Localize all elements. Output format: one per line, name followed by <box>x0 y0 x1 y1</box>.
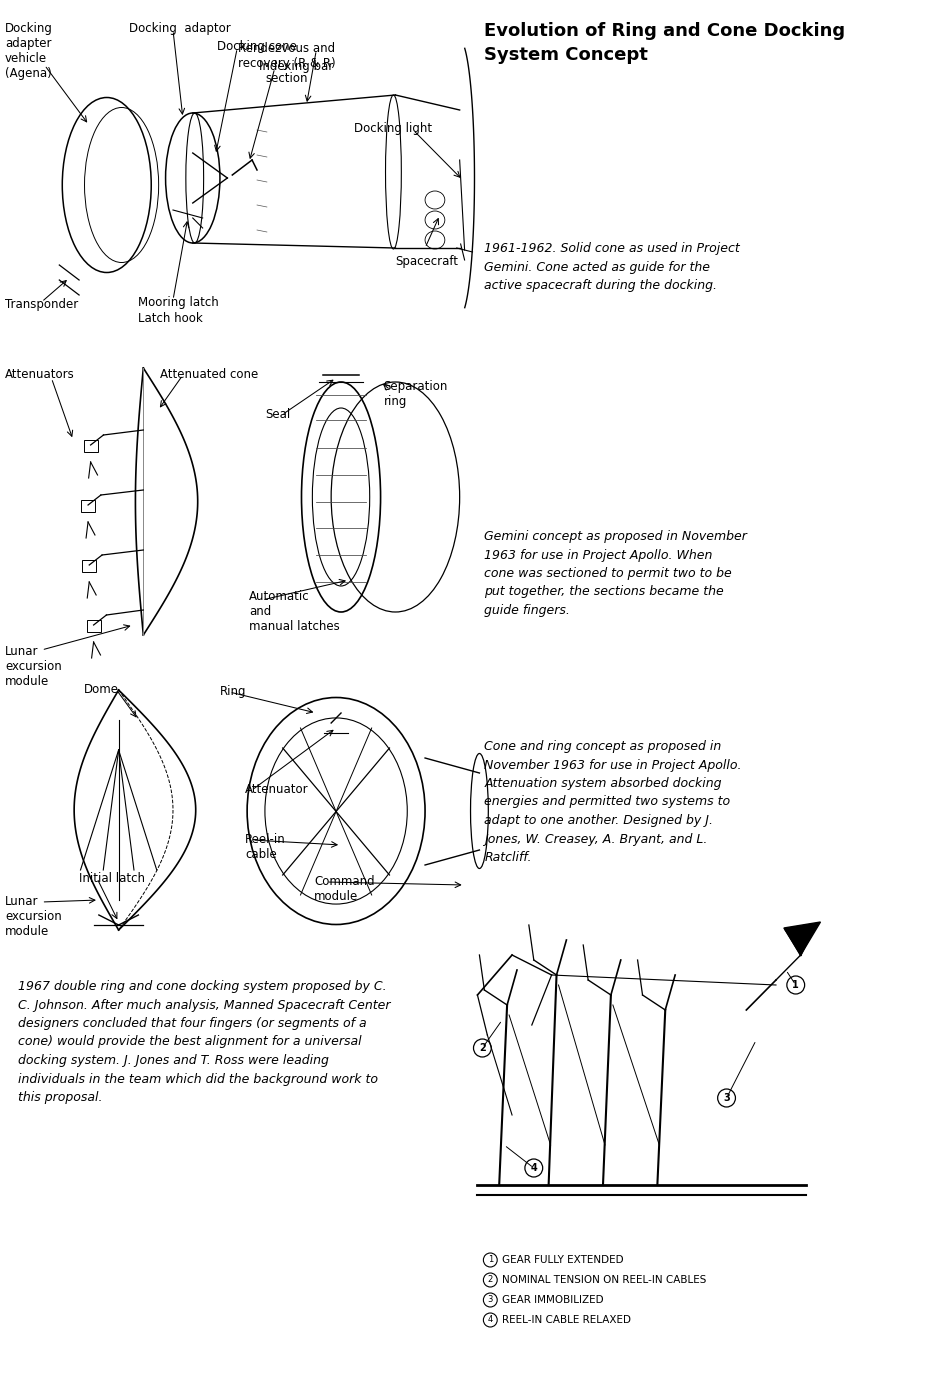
Text: Docking light: Docking light <box>354 122 432 136</box>
Text: Latch hook: Latch hook <box>138 312 203 324</box>
Text: Cone and ring concept as proposed in
November 1963 for use in Project Apollo.
At: Cone and ring concept as proposed in Nov… <box>484 740 742 864</box>
Text: Docking cone: Docking cone <box>218 41 298 53</box>
Text: Ring: Ring <box>219 685 246 698</box>
Bar <box>82 561 96 572</box>
Text: NOMINAL TENSION ON REEL-IN CABLES: NOMINAL TENSION ON REEL-IN CABLES <box>502 1275 706 1285</box>
Text: Rendezvous and
recovery (R & R)
section: Rendezvous and recovery (R & R) section <box>237 42 335 85</box>
Text: Spacecraft: Spacecraft <box>396 254 459 268</box>
Text: REEL-IN CABLE RELAXED: REEL-IN CABLE RELAXED <box>502 1316 631 1325</box>
Text: Automatic
and
manual latches: Automatic and manual latches <box>249 590 340 633</box>
Text: 4: 4 <box>530 1163 537 1173</box>
Text: Gemini concept as proposed in November
1963 for use in Project Apollo. When
cone: Gemini concept as proposed in November 1… <box>484 530 747 617</box>
Bar <box>87 619 101 632</box>
Text: Dome: Dome <box>84 684 119 696</box>
Text: Attenuator: Attenuator <box>245 783 309 795</box>
Text: Seal: Seal <box>265 408 290 421</box>
Text: 1967 double ring and cone docking system proposed by C.
C. Johnson. After much a: 1967 double ring and cone docking system… <box>18 980 390 1104</box>
Polygon shape <box>784 923 820 955</box>
Text: Reel-in
cable: Reel-in cable <box>245 833 286 861</box>
Text: 1: 1 <box>488 1255 493 1265</box>
Text: 2: 2 <box>479 1043 486 1053</box>
Text: Evolution of Ring and Cone Docking
System Concept: Evolution of Ring and Cone Docking Syste… <box>484 22 846 63</box>
Text: Separation
ring: Separation ring <box>383 380 447 408</box>
Text: Attenuated cone: Attenuated cone <box>160 368 258 382</box>
Text: 4: 4 <box>488 1316 493 1324</box>
Text: 2: 2 <box>488 1275 493 1285</box>
Text: Initial latch: Initial latch <box>79 872 145 885</box>
Text: 1: 1 <box>792 980 799 990</box>
Text: Docking  adaptor: Docking adaptor <box>128 22 230 35</box>
Text: Lunar
excursion
module: Lunar excursion module <box>5 644 61 688</box>
Text: Transponder: Transponder <box>5 298 78 310</box>
Text: GEAR FULLY EXTENDED: GEAR FULLY EXTENDED <box>502 1255 624 1265</box>
Text: Command
module: Command module <box>315 875 375 903</box>
Bar <box>81 500 95 512</box>
Text: 3: 3 <box>723 1093 730 1103</box>
Text: GEAR IMMOBILIZED: GEAR IMMOBILIZED <box>502 1295 604 1304</box>
Text: Indexing bar: Indexing bar <box>259 60 333 73</box>
Text: Mooring latch: Mooring latch <box>138 296 219 309</box>
Text: 1961-1962. Solid cone as used in Project
Gemini. Cone acted as guide for the
act: 1961-1962. Solid cone as used in Project… <box>484 242 740 292</box>
Text: Attenuators: Attenuators <box>5 368 74 382</box>
Text: 3: 3 <box>488 1296 493 1304</box>
Text: Lunar
excursion
module: Lunar excursion module <box>5 895 61 938</box>
Text: Docking
adapter
vehicle
(Agena): Docking adapter vehicle (Agena) <box>5 22 53 80</box>
Bar <box>84 440 98 452</box>
